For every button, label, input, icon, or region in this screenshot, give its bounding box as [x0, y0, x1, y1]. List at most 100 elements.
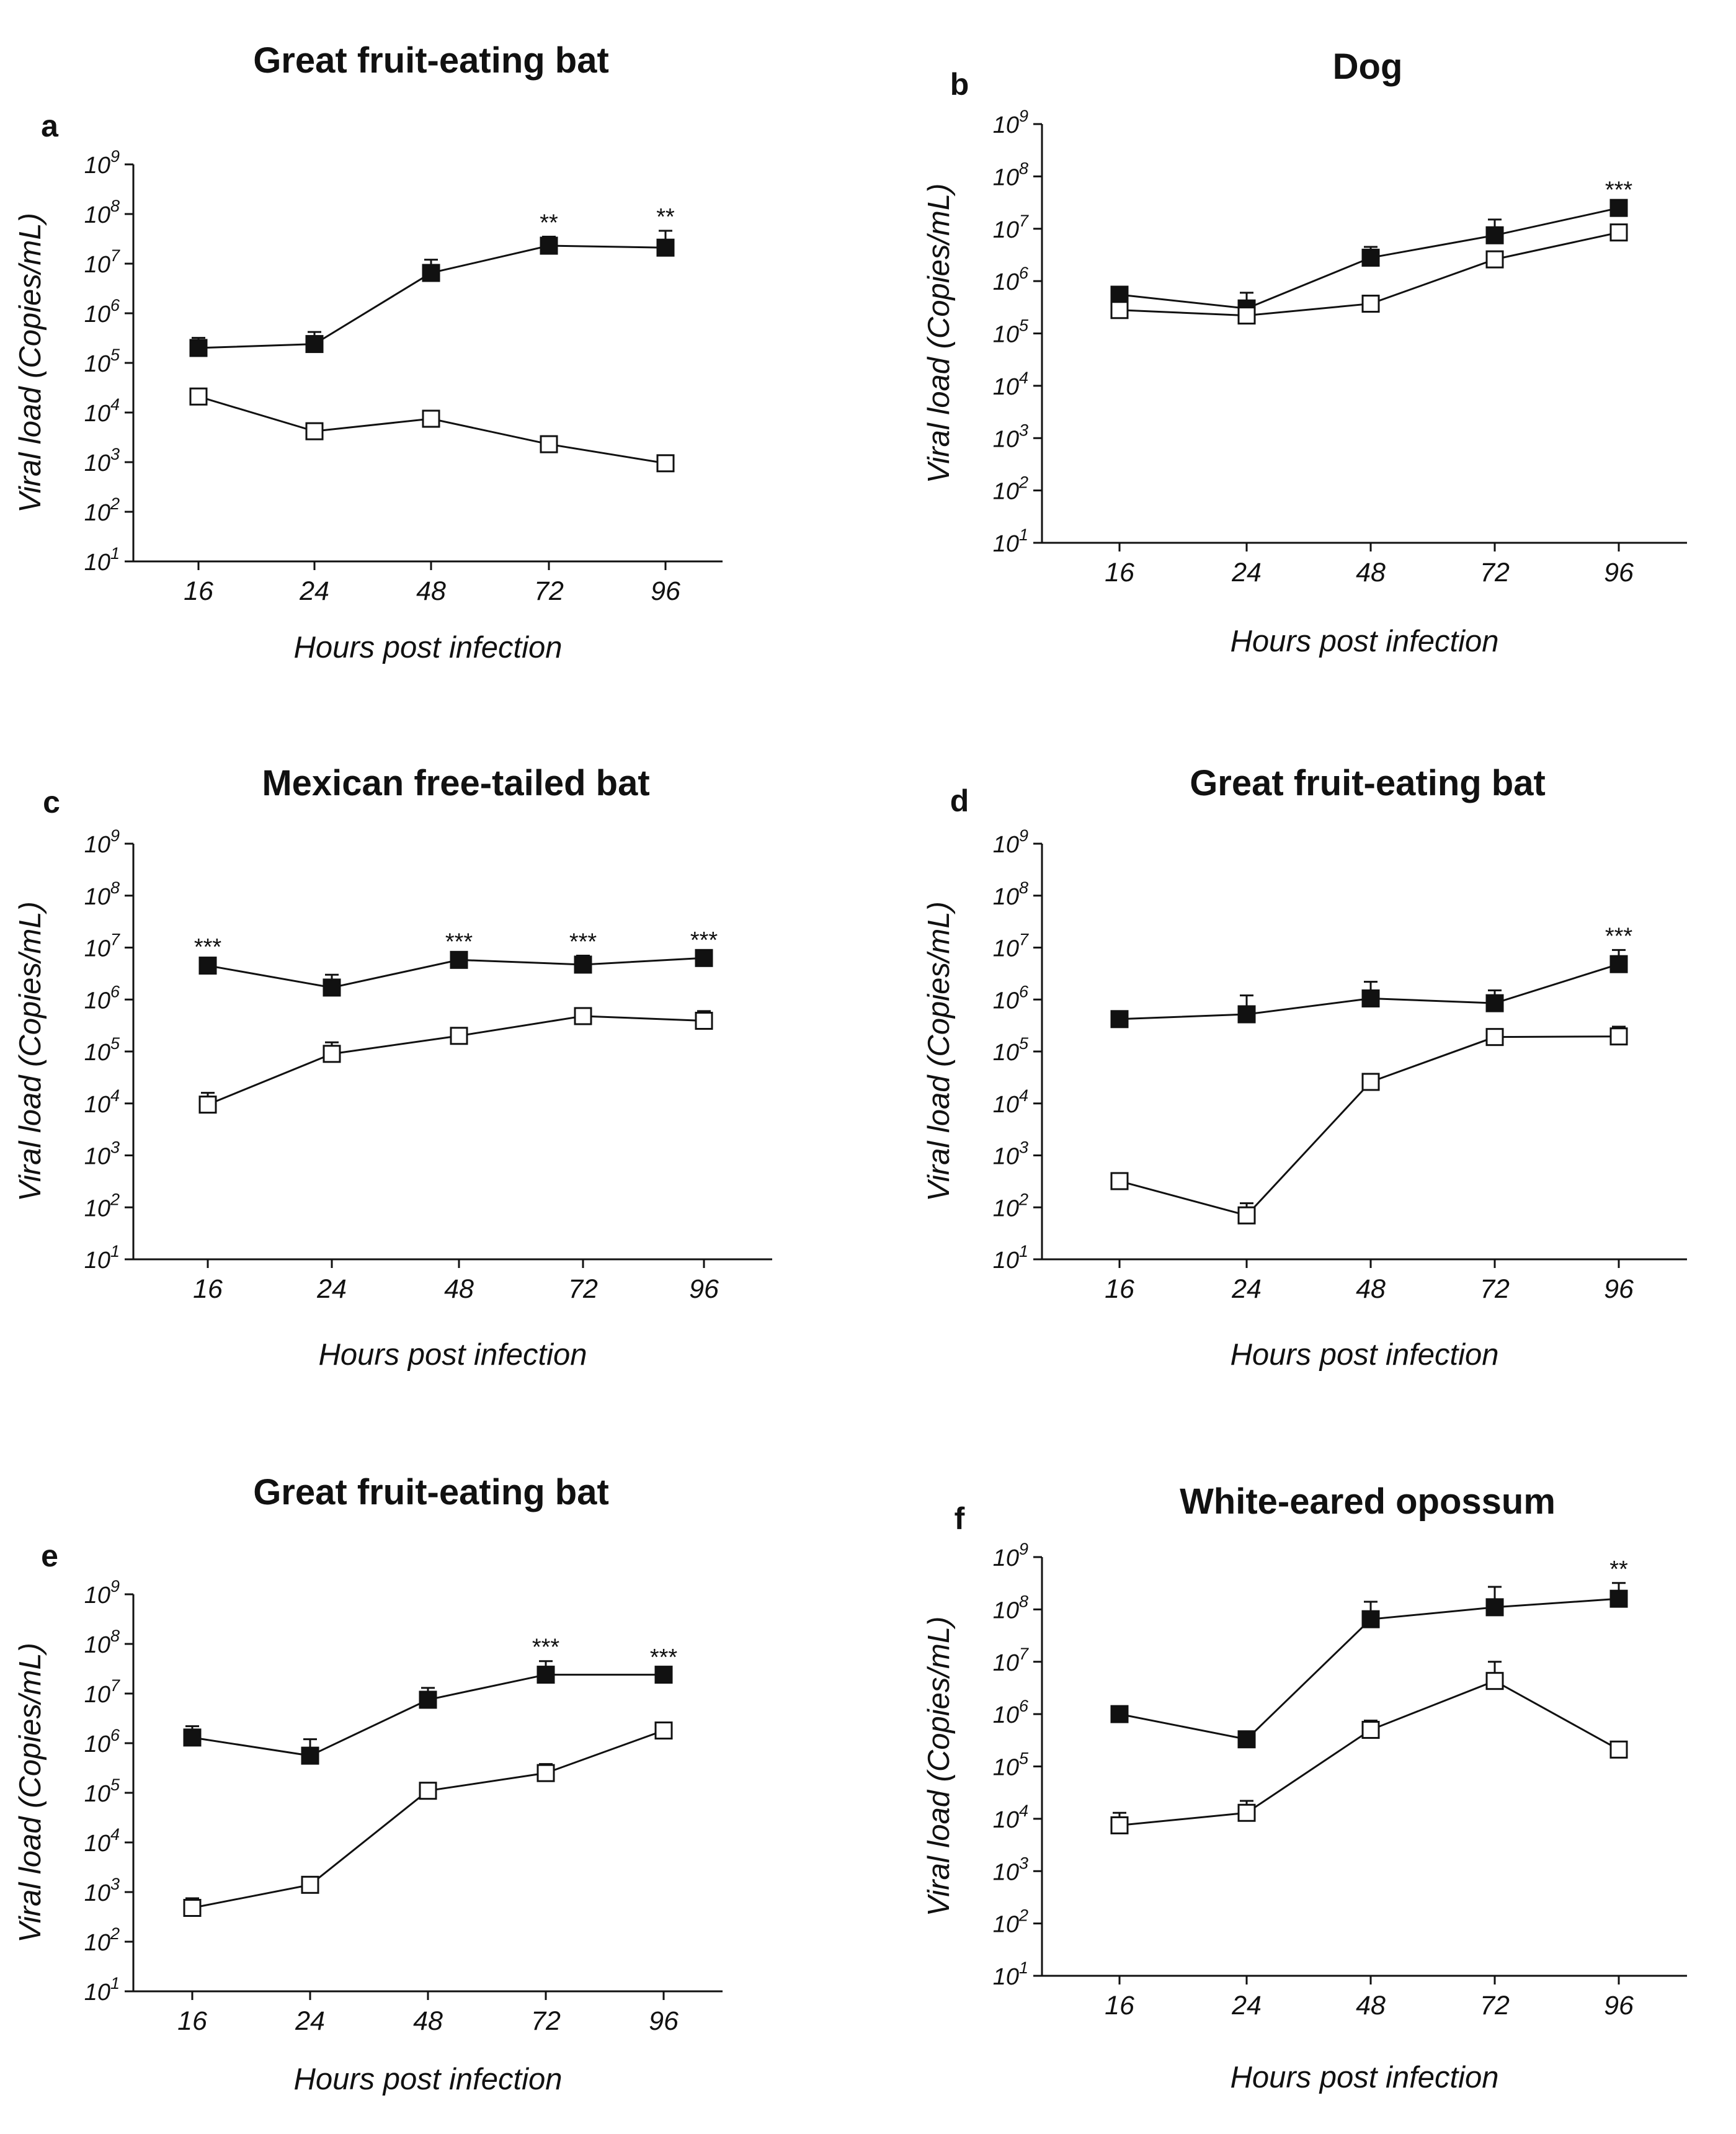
data-point-filled [540, 236, 558, 255]
chart-panel-e: Great fruit-eating bate10110210310410510… [14, 1472, 723, 2096]
x-axis-label: Hours post infection [1230, 625, 1498, 658]
y-tick-base: 10 [993, 1597, 1019, 1623]
y-axis-label: Viral load (Copies/mL) [14, 213, 47, 513]
panel-letter: b [950, 67, 969, 102]
x-axis-label: Hours post infection [318, 1338, 587, 1372]
data-point-open [1237, 1206, 1256, 1225]
x-tick-label: 72 [531, 2006, 561, 2036]
y-tick-label: 108 [84, 197, 120, 228]
data-point-filled [422, 264, 440, 282]
y-tick-exponent: 4 [1019, 1801, 1028, 1820]
data-point-open [654, 1721, 673, 1740]
y-tick-base: 10 [993, 322, 1019, 348]
data-point-filled [1609, 199, 1628, 217]
y-tick-label: 101 [993, 1242, 1028, 1274]
y-tick-base: 10 [993, 884, 1019, 910]
x-axis-label: Hours post infection [1230, 2061, 1498, 2094]
data-point-filled [1361, 989, 1380, 1007]
y-tick-label: 109 [84, 1577, 120, 1609]
data-point-open [540, 435, 558, 453]
y-tick-exponent: 4 [1019, 1086, 1028, 1105]
y-tick-label: 103 [993, 421, 1028, 452]
y-tick-base: 10 [84, 153, 110, 179]
y-tick-exponent: 4 [110, 1086, 120, 1105]
y-tick-exponent: 8 [110, 1627, 120, 1645]
y-tick-exponent: 6 [1019, 982, 1029, 1001]
y-tick-label: 106 [84, 296, 120, 328]
y-tick-label: 102 [84, 1190, 120, 1221]
y-tick-label: 101 [84, 1974, 120, 2006]
y-tick-base: 10 [84, 936, 110, 962]
series-line-filled [192, 1674, 664, 1757]
data-point-filled [1485, 1598, 1504, 1617]
chart-title: Mexican free-tailed bat [262, 763, 649, 803]
y-tick-base: 10 [84, 1195, 110, 1221]
data-point-filled [450, 950, 468, 969]
y-tick-exponent: 6 [110, 296, 120, 315]
data-point-filled [198, 957, 217, 975]
y-tick-base: 10 [993, 426, 1019, 452]
y-tick-exponent: 1 [110, 1974, 120, 1993]
y-tick-label: 108 [84, 1627, 120, 1658]
data-point-filled [1609, 1589, 1628, 1608]
y-tick-base: 10 [993, 936, 1019, 962]
y-tick-label: 106 [993, 264, 1029, 295]
y-tick-exponent: 4 [110, 1825, 120, 1844]
y-axis-label: Viral load (Copies/mL) [14, 901, 47, 1202]
y-tick-label: 105 [84, 1034, 120, 1066]
significance-annotation: *** [532, 1635, 560, 1661]
x-axis-label: Hours post infection [1230, 1338, 1498, 1372]
panel-letter: a [41, 109, 59, 143]
y-tick-label: 106 [993, 982, 1029, 1014]
y-tick-exponent: 2 [1018, 1190, 1028, 1208]
x-tick-label: 24 [1231, 558, 1262, 587]
data-point-filled [1361, 248, 1380, 267]
y-tick-label: 108 [993, 159, 1028, 190]
data-point-open [536, 1764, 555, 1782]
y-tick-base: 10 [84, 1092, 110, 1118]
data-point-filled [419, 1690, 437, 1709]
y-tick-base: 10 [993, 1195, 1019, 1221]
y-tick-label: 103 [84, 1138, 120, 1170]
data-point-open [1110, 1172, 1129, 1190]
y-tick-base: 10 [84, 832, 110, 858]
y-tick-exponent: 7 [1019, 1645, 1029, 1663]
y-tick-exponent: 9 [1019, 826, 1028, 845]
y-tick-exponent: 5 [110, 1775, 120, 1794]
y-tick-label: 102 [993, 1906, 1028, 1938]
data-point-open [419, 1782, 437, 1800]
y-tick-base: 10 [84, 252, 110, 278]
y-tick-exponent: 9 [110, 826, 120, 845]
y-tick-base: 10 [993, 1912, 1019, 1938]
panel-letter: c [43, 785, 60, 819]
data-point-open [189, 387, 208, 406]
y-tick-exponent: 7 [110, 931, 120, 949]
y-tick-exponent: 6 [1019, 1697, 1029, 1715]
data-point-filled [189, 339, 208, 357]
y-axis-label: Viral load (Copies/mL) [922, 1617, 956, 1917]
y-tick-label: 101 [84, 1242, 120, 1274]
data-point-open [656, 454, 675, 473]
y-tick-base: 10 [993, 832, 1019, 858]
y-tick-exponent: 7 [1019, 212, 1029, 230]
y-tick-exponent: 8 [1019, 159, 1028, 177]
y-tick-exponent: 5 [1019, 1034, 1029, 1053]
y-tick-label: 105 [993, 1749, 1029, 1781]
y-tick-label: 106 [993, 1697, 1029, 1728]
y-tick-exponent: 6 [110, 1726, 120, 1744]
x-tick-label: 24 [316, 1274, 347, 1304]
y-tick-base: 10 [993, 1702, 1019, 1728]
data-point-filled [654, 1666, 673, 1684]
data-point-filled [323, 978, 341, 997]
significance-annotation: *** [569, 929, 597, 955]
series-line-open [198, 395, 666, 465]
y-tick-base: 10 [993, 1859, 1019, 1885]
significance-annotation: *** [194, 934, 222, 960]
x-tick-label: 72 [1480, 1274, 1510, 1304]
y-tick-base: 10 [84, 884, 110, 910]
data-point-open [574, 1007, 592, 1025]
y-tick-exponent: 7 [1019, 931, 1029, 949]
x-tick-label: 16 [193, 1274, 223, 1304]
y-tick-base: 10 [993, 1964, 1019, 1990]
y-tick-label: 107 [993, 931, 1029, 962]
